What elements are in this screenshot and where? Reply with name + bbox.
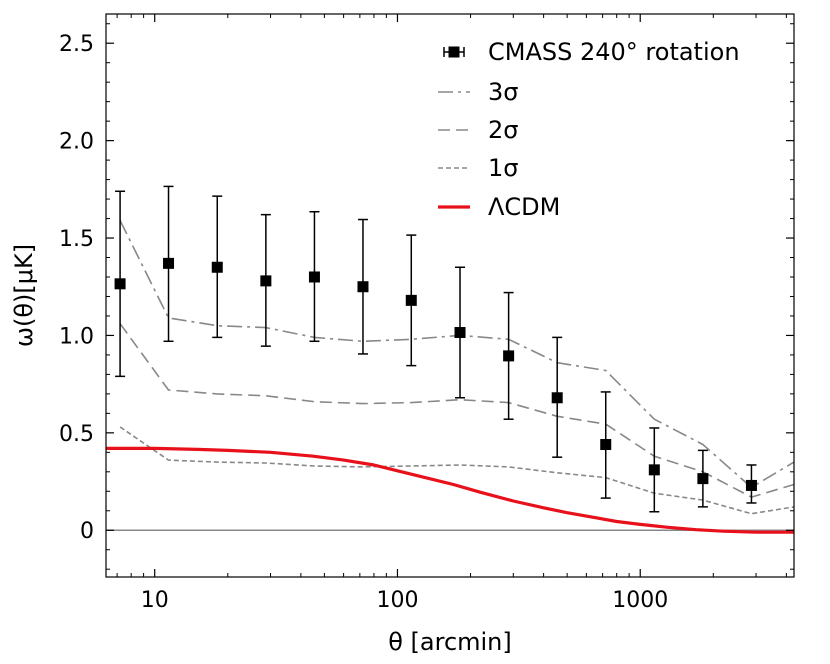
data-point [308,271,320,283]
legend-marker [448,46,460,58]
data-point [454,327,466,339]
legend-label: ΛCDM [488,193,560,221]
data-point [745,479,757,491]
plot-frame [105,13,795,578]
legend-label: CMASS 240° rotation [488,38,740,66]
series-line-ΛCDM [106,446,794,534]
y-tick-label: 0 [80,519,94,544]
data-point [405,294,417,306]
x-axis-label: θ [arcmin] [388,628,512,656]
y-tick-label: 2.5 [59,32,94,57]
x-tick-label: 100 [376,588,418,613]
y-tick-label: 1.0 [59,324,94,349]
data-point [114,278,126,290]
data-point [211,261,223,273]
data-point [503,350,515,362]
x-tick-label: 1000 [612,588,668,613]
data-point [551,392,563,404]
legend-label: 3σ [488,78,518,106]
y-axis-label: ω(θ)[μK] [10,244,38,347]
data-point [260,275,272,287]
x-tick-label: 10 [141,588,169,613]
plot-layer [106,185,795,534]
ticks-layer: 0 0.5 1.0 1.5 2.0 2.5 10 100 1000 [59,14,794,613]
series-line-2σ [119,323,795,498]
data-point [357,281,369,293]
legend-label: 2σ [488,116,518,144]
data-point [163,257,175,269]
series-line-1σ [119,426,795,515]
y-tick-label: 1.5 [59,227,94,252]
y-tick-label: 0.5 [59,422,94,447]
legend-label: 1σ [488,154,518,182]
legend: CMASS 240° rotation 3σ 2σ 1σ ΛCDM [438,38,740,221]
data-point [600,439,612,451]
y-tick-label: 2.0 [59,130,94,155]
data-point [648,464,660,476]
data-point [697,473,709,485]
